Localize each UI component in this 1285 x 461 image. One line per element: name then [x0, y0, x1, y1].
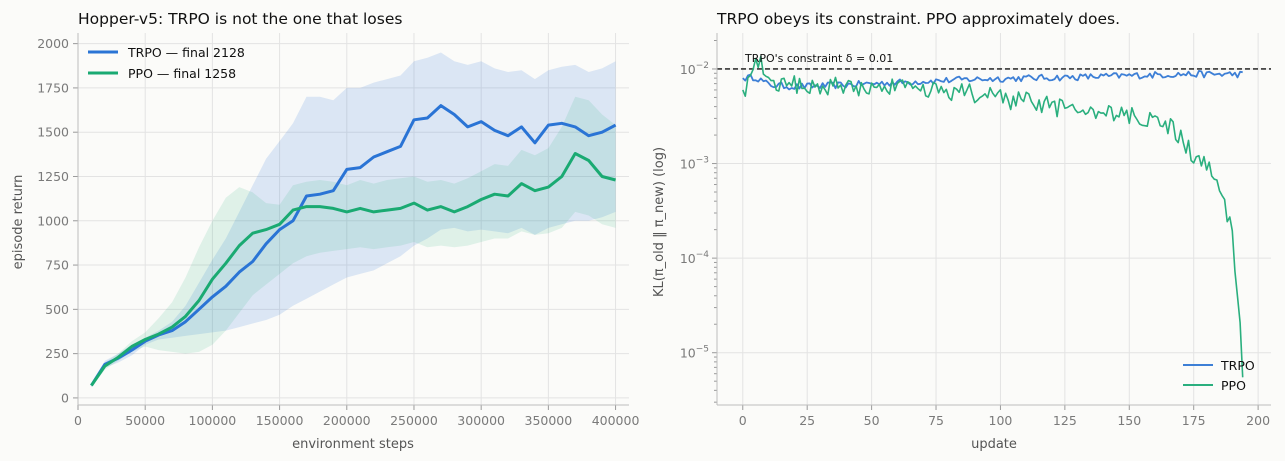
right-x-tick-label: 200 [1246, 413, 1270, 428]
left-y-tick-label: 500 [45, 302, 69, 317]
right-x-tick-label: 150 [1117, 413, 1141, 428]
right-axes: 0 25 50 75 100 125 150 175 200 10−5 10−4 10−3 10−2 [680, 33, 1271, 428]
left-lines [90, 104, 617, 387]
left-x-tick-label: 200000 [323, 413, 371, 428]
right-x-tick-label: 175 [1182, 413, 1206, 428]
ppo-kl-line [742, 55, 1244, 378]
constraint-label: TRPO's constraint δ = 0.01 [744, 52, 893, 65]
left-x-tick-label: 300000 [457, 413, 505, 428]
right-y-axis-label: KL(π_old ‖ π_new) (log) [652, 147, 667, 297]
left-y-tick-label: 0 [61, 390, 69, 405]
right-y-tick-label: 10−2 [680, 61, 709, 77]
left-x-tick-label: 0 [74, 413, 82, 428]
ppo-std-band [91, 96, 616, 388]
right-y-tick-label: 10−4 [680, 250, 709, 266]
left-y-tick-label: 1000 [37, 213, 69, 228]
right-legend: TRPO PPO [1183, 358, 1255, 393]
right-chart-title: TRPO obeys its constraint. PPO approxima… [716, 10, 1120, 28]
right-x-tick-label: 0 [739, 413, 747, 428]
right-y-tick-label: 10−5 [680, 345, 709, 361]
trpo-kl-line [742, 70, 1243, 91]
ppo-return-line [90, 152, 616, 387]
left-y-tick-label: 250 [45, 346, 69, 361]
left-y-tick-label: 1250 [37, 169, 69, 184]
legend-label-ppo: PPO — final 1258 [128, 66, 236, 81]
trpo-std-band [91, 52, 616, 388]
left-bands [91, 52, 616, 388]
left-x-tick-label: 250000 [390, 413, 438, 428]
left-y-tick-label: 2000 [37, 36, 69, 51]
legend-label-ppo-kl: PPO [1221, 378, 1246, 393]
left-legend: TRPO — final 2128 PPO — final 1258 [88, 45, 245, 81]
left-x-tick-label: 400000 [592, 413, 640, 428]
left-chart-title: Hopper-v5: TRPO is not the one that lose… [78, 10, 402, 28]
right-lines [717, 55, 1271, 378]
legend-label-trpo: TRPO — final 2128 [127, 45, 245, 60]
left-y-tick-label: 750 [45, 258, 69, 273]
left-gridlines [77, 33, 629, 405]
left-x-tick-label: 150000 [256, 413, 304, 428]
trpo-return-line [90, 104, 617, 387]
right-chart: TRPO obeys its constraint. PPO approxima… [652, 10, 1271, 452]
left-y-tick-label: 1500 [37, 125, 69, 140]
left-x-tick-label: 100000 [189, 413, 237, 428]
right-x-tick-label: 50 [864, 413, 880, 428]
left-axes: 0 50000 100000 150000 200000 250000 300000 3500… [37, 33, 639, 428]
left-y-tick-label: 1750 [37, 80, 69, 95]
right-x-tick-label: 125 [1053, 413, 1077, 428]
left-chart: Hopper-v5: TRPO is not the one that lose… [11, 10, 639, 452]
right-x-tick-label: 100 [989, 413, 1013, 428]
right-x-axis-label: update [971, 437, 1017, 452]
left-x-tick-label: 50000 [125, 413, 165, 428]
right-y-tick-label: 10−3 [680, 156, 709, 172]
left-x-axis-label: environment steps [292, 437, 414, 452]
right-x-tick-label: 25 [799, 413, 815, 428]
left-x-tick-label: 350000 [525, 413, 573, 428]
right-x-tick-label: 75 [928, 413, 944, 428]
legend-label-trpo-kl: TRPO [1220, 358, 1255, 373]
left-y-axis-label: episode return [11, 175, 26, 270]
